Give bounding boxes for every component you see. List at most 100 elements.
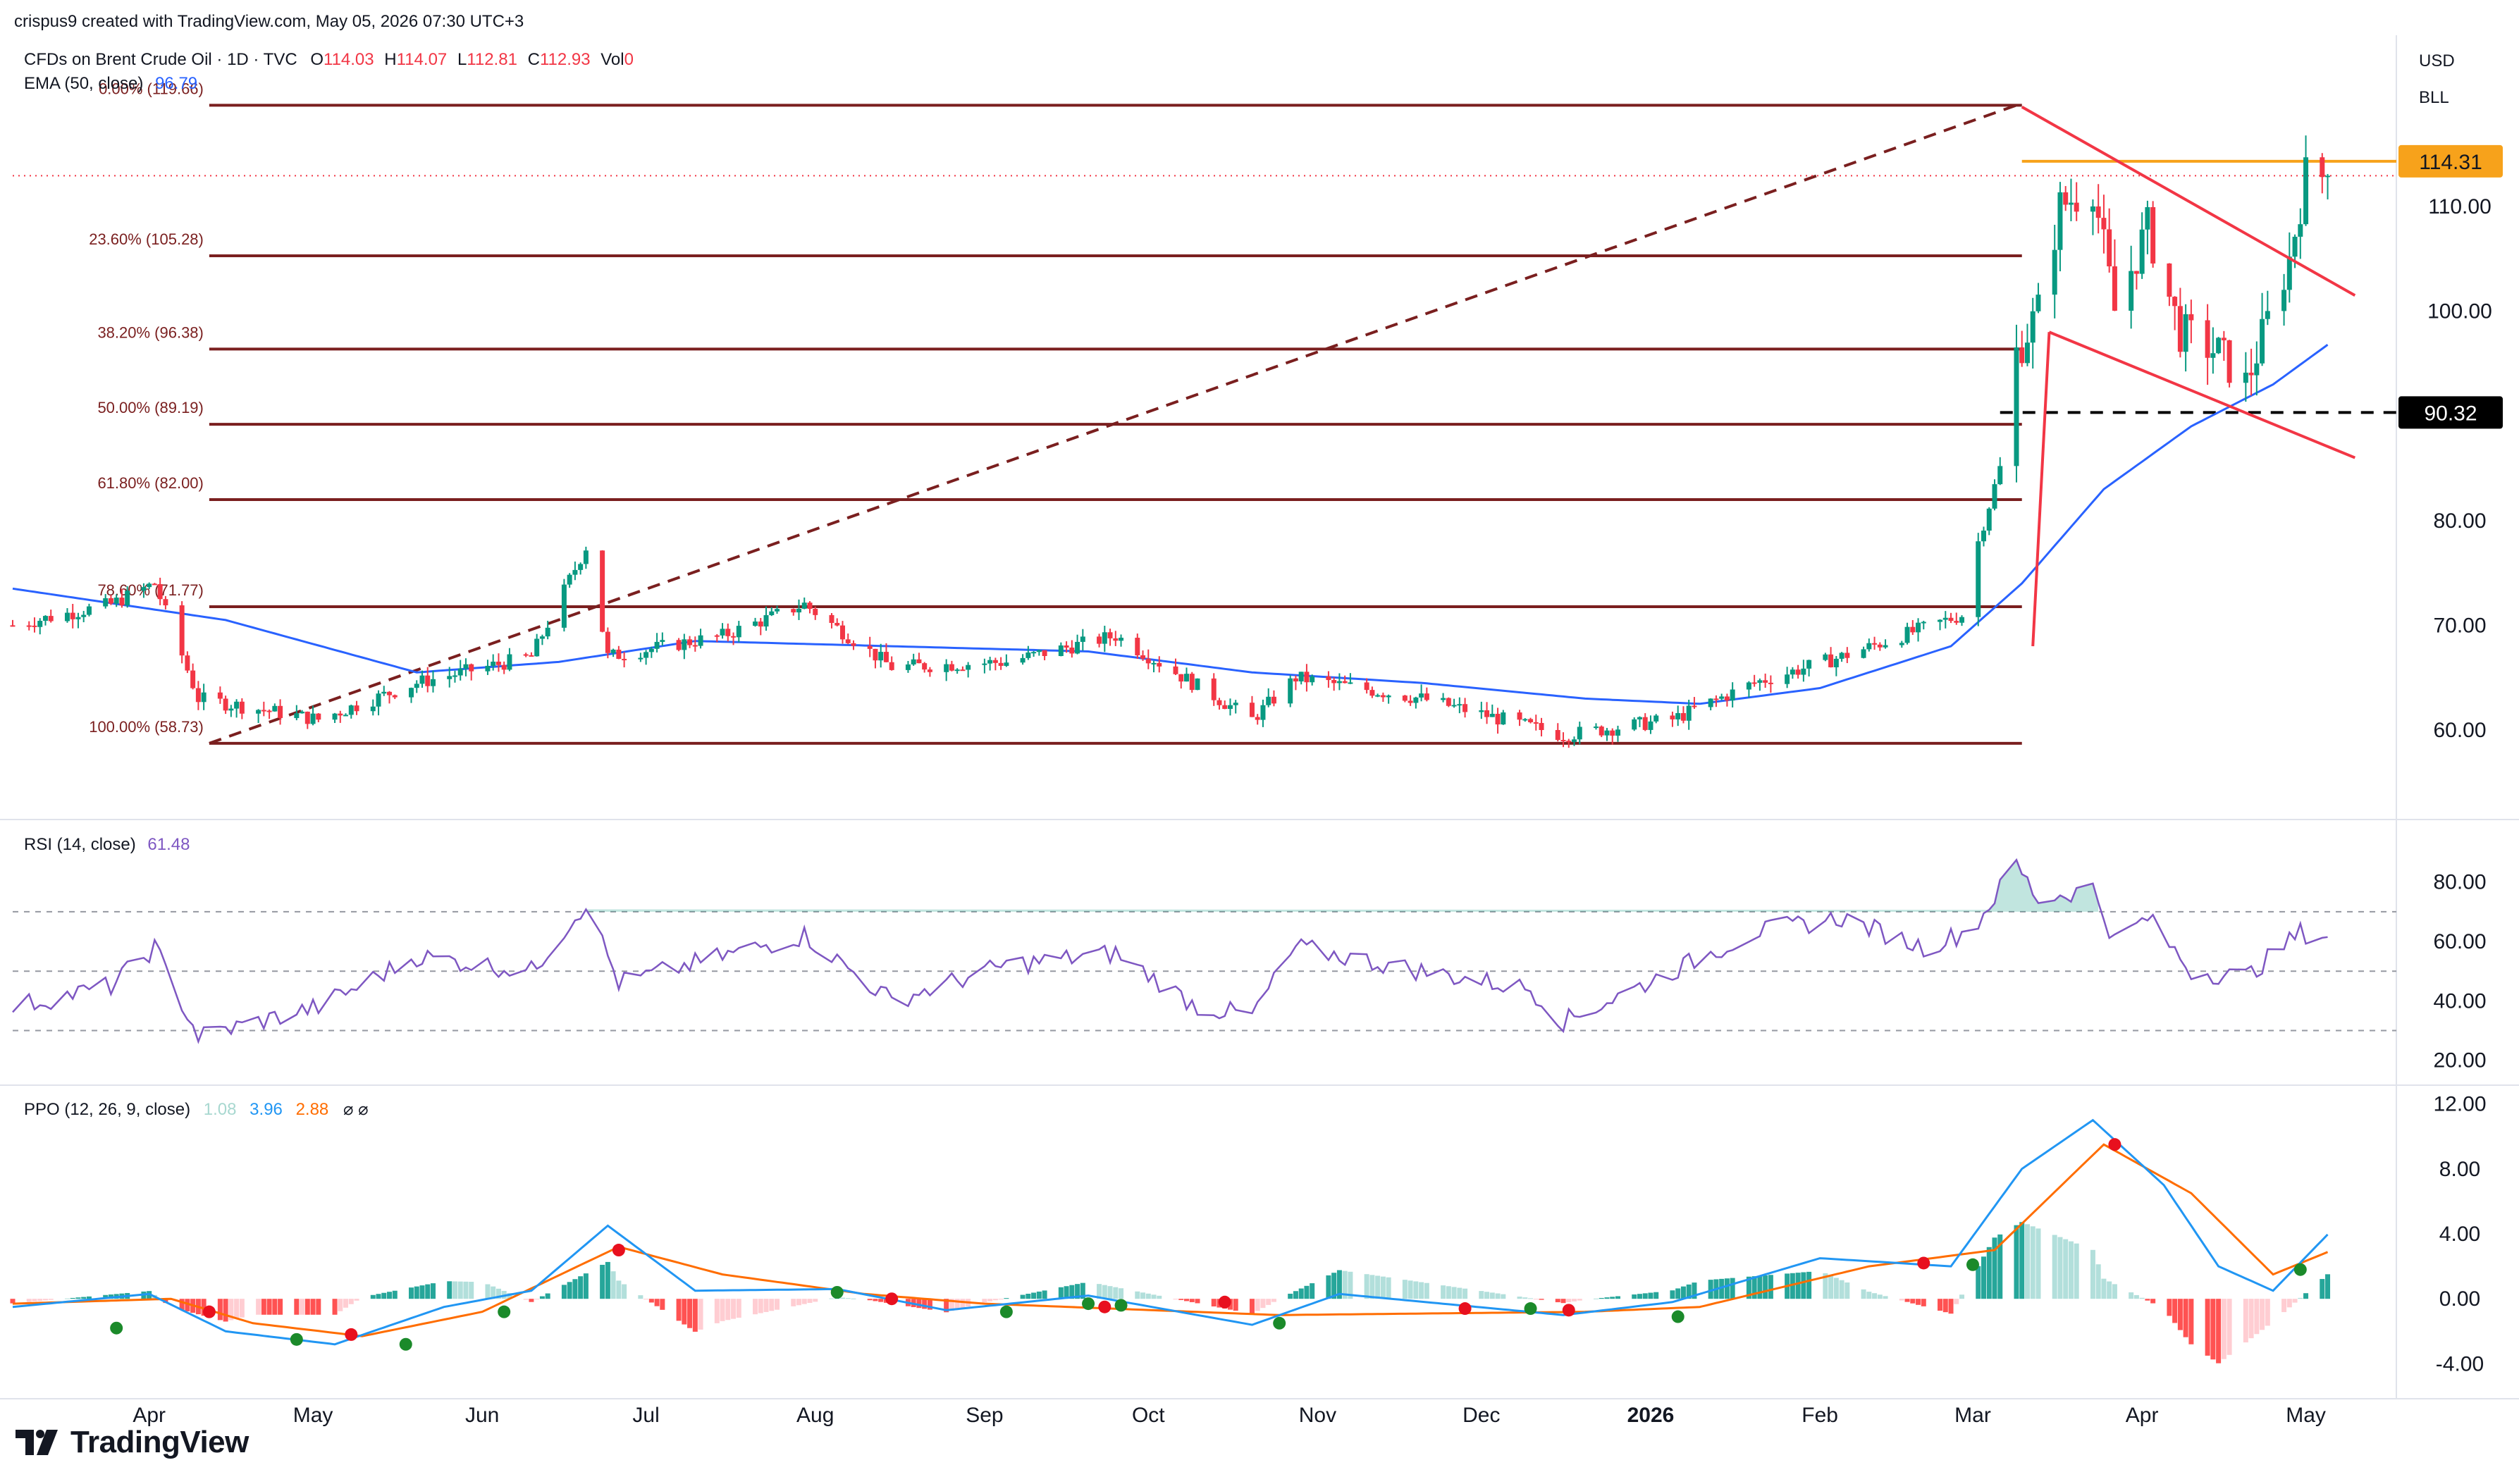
ppo-histogram-bar	[1632, 1294, 1637, 1299]
candle	[316, 712, 321, 722]
ppo-histogram-bar	[616, 1280, 622, 1299]
candle	[1233, 700, 1238, 714]
candle	[692, 636, 698, 652]
candle	[1069, 640, 1075, 658]
candle	[916, 653, 922, 664]
ppo-histogram-bar	[605, 1261, 610, 1299]
ppo-histogram-bar	[1528, 1298, 1534, 1299]
ppo-histogram-bar	[316, 1299, 321, 1315]
ppo-histogram-bar	[2210, 1299, 2216, 1360]
ppo-histogram-bar	[1680, 1286, 1686, 1299]
ppo-histogram-bar	[1823, 1273, 1828, 1299]
ppo-histogram-bar	[1293, 1291, 1298, 1299]
ppo-legend[interactable]: PPO (12, 26, 9, close) 1.08 3.96 2.88 ⌀ …	[24, 1100, 369, 1119]
rsi-legend[interactable]: RSI (14, close) 61.48	[24, 835, 190, 854]
candle	[2183, 304, 2188, 372]
ppo-histogram-bar	[567, 1282, 572, 1299]
candle	[638, 653, 643, 662]
ppo-histogram-bar	[982, 1299, 987, 1303]
fibonacci-retracement[interactable]: 0.00% (119.66) 23.60% (105.28) 38.20% (96.…	[89, 80, 2022, 745]
time-tick-label: Sep	[966, 1404, 1003, 1427]
candle	[1866, 638, 1872, 652]
candle	[1686, 699, 1692, 730]
ppo-histogram-bar	[1369, 1275, 1375, 1299]
ppo-cross-marker	[498, 1305, 511, 1318]
candle	[1173, 658, 1178, 676]
price-tick-label: 80.00	[2433, 509, 2486, 533]
fib-trend-line[interactable]	[209, 104, 2017, 745]
ppo-histogram-bar	[572, 1279, 578, 1299]
ppo-histogram-bar	[1304, 1285, 1310, 1299]
time-tick-label: Aug	[796, 1404, 834, 1427]
channel-pole-line[interactable]	[2031, 332, 2051, 647]
candle	[992, 657, 998, 671]
ppo-histogram-bar	[1107, 1286, 1113, 1299]
channel-upper-line[interactable]	[2021, 105, 2356, 297]
candle	[228, 705, 234, 717]
candle	[731, 632, 737, 645]
ppo-histogram-bar	[1031, 1292, 1037, 1299]
candle	[654, 633, 660, 653]
time-axis[interactable]: Apr May Jun Jul Aug Sep Oct Nov Dec 2026 Feb Mar Apr…	[133, 1404, 2326, 1427]
ppo-histogram-bar	[1419, 1282, 1424, 1299]
candle	[982, 658, 987, 674]
price-axis[interactable]: 110.00100.0090.0080.0070.0060.0080.0060.…	[2427, 195, 2492, 1376]
ppo-histogram-bar	[791, 1299, 796, 1306]
time-tick-label: Dec	[1462, 1404, 1500, 1427]
ppo-histogram-bar	[1653, 1292, 1659, 1299]
rsi-line	[12, 858, 2328, 1044]
rsi-label: RSI (14, close)	[24, 835, 136, 854]
ppo-cross-marker	[999, 1305, 1013, 1318]
ppo-histogram-bar	[2014, 1225, 2019, 1299]
ppo-histogram-bar	[2325, 1274, 2331, 1299]
ppo-histogram-bar	[660, 1299, 665, 1310]
candle	[714, 633, 720, 643]
ppo-histogram-bar	[1424, 1282, 1429, 1299]
ppo-histogram-bar	[2183, 1299, 2188, 1337]
candle	[1195, 678, 1200, 691]
ppo-histogram-bar	[1326, 1275, 1331, 1299]
ppo-histogram-bar	[1080, 1282, 1085, 1299]
ppo-histogram-bar	[2260, 1299, 2265, 1330]
candle	[687, 636, 693, 648]
ppo-histogram-bar	[447, 1281, 452, 1299]
time-tick-label: Jul	[632, 1404, 659, 1427]
ppo-cross-marker	[830, 1285, 844, 1299]
bull-flag-channel[interactable]	[2021, 105, 2356, 647]
ppo-histogram-bar	[796, 1299, 802, 1306]
ppo-cross-marker	[1218, 1295, 1231, 1309]
ema-legend[interactable]: EMA (50, close) 96.79	[24, 74, 197, 93]
ppo-histogram-bar	[1266, 1299, 1271, 1305]
tradingview-logo[interactable]: TradingView	[16, 1425, 249, 1460]
time-tick-label: Mar	[1954, 1404, 1991, 1427]
channel-lower-line[interactable]	[2048, 330, 2356, 459]
candle	[1457, 697, 1462, 714]
candle	[1517, 710, 1522, 726]
candle	[2210, 327, 2216, 374]
candle	[1031, 650, 1037, 657]
unit-label[interactable]: BLL	[2419, 88, 2449, 107]
candle	[119, 588, 125, 608]
candle	[1577, 722, 1582, 745]
candle	[1730, 682, 1735, 707]
ppo-histogram-bar	[2068, 1241, 2074, 1299]
ppo-histogram-bar	[2101, 1278, 2107, 1299]
ppo-histogram-bar	[392, 1290, 398, 1299]
candle	[48, 610, 54, 623]
candle	[113, 594, 119, 607]
candle	[2139, 212, 2145, 279]
ppo-histogram-bar	[1413, 1281, 1419, 1299]
candle	[1326, 671, 1331, 688]
symbol-legend[interactable]: CFDs on Brent Crude Oil · 1D · TVC O114.…	[24, 50, 634, 69]
candle	[332, 712, 338, 723]
ppo-histogram-bar	[916, 1299, 922, 1309]
svg-text:CFDs on Brent Crude Oil · 1D ·: CFDs on Brent Crude Oil · 1D · TVC O114.…	[24, 50, 634, 69]
candle	[26, 621, 32, 631]
currency-label[interactable]: USD	[2419, 51, 2455, 70]
ppo-histogram-bar	[103, 1294, 109, 1299]
ppo-histogram-bar	[2024, 1224, 2030, 1299]
candle	[2205, 304, 2210, 385]
ppo-cross-marker	[1082, 1297, 1095, 1311]
ppo-histogram-bar	[1866, 1292, 1872, 1299]
